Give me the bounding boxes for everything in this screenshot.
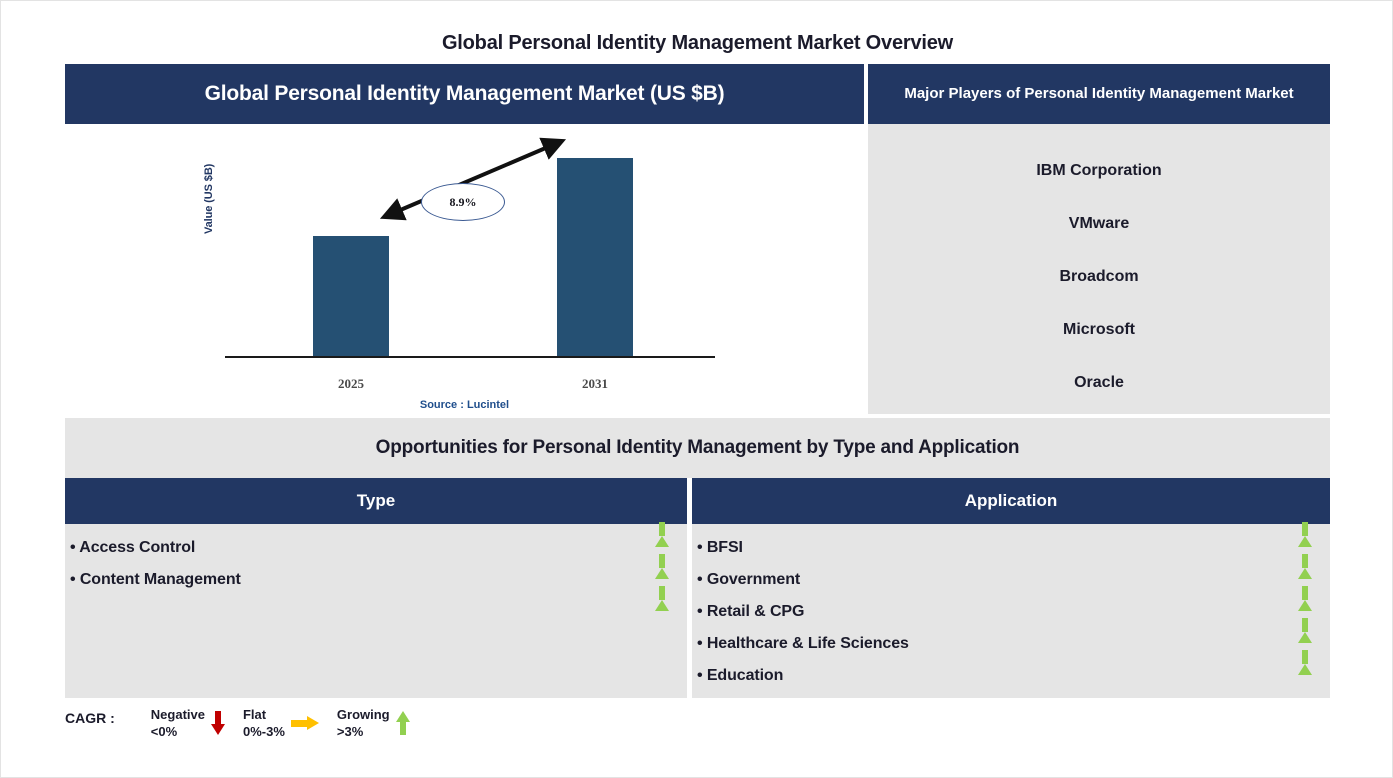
table-row: • Government [692,554,1330,596]
cagr-legend-title: CAGR : [65,710,115,726]
legend-growing-label: Growing [336,707,390,722]
opportunities-application-column: Application • BFSI • Government • Retail… [692,478,1330,698]
legend-entry-growing: Growing >3% [337,706,420,740]
arrow-right-icon [290,716,319,730]
table-row: • Healthcare & Life Sciences [692,618,1330,660]
trend-arrow-up-icon [1298,650,1316,688]
application-item-label: • Healthcare & Life Sciences [697,635,909,652]
trend-arrow-up-icon [1298,618,1316,656]
list-item: Oracle [1074,374,1124,391]
list-item: VMware [1068,215,1130,232]
table-row [65,586,687,628]
cagr-legend: CAGR : Negative <0% Flat 0%-3% Growing >… [65,706,565,756]
trend-arrow-up-icon [1298,586,1316,624]
type-item-label: • Access Control [70,539,196,556]
legend-growing-range: >3% [336,724,364,739]
legend-entry-flat: Flat 0%-3% [243,706,329,740]
cagr-growth-arrow-icon [379,137,567,221]
table-row: • Content Management [65,554,687,596]
legend-growing-text: Growing >3% [337,706,390,740]
major-players-panel: Major Players of Personal Identity Manag… [868,64,1330,414]
market-chart-panel: Global Personal Identity Management Mark… [65,64,864,414]
trend-arrow-up-icon [1298,522,1316,560]
legend-flat-text: Flat 0%-3% [243,706,285,740]
legend-flat-range: 0%-3% [242,724,285,739]
application-item-label: • Government [697,571,801,588]
table-row: • BFSI [692,522,1330,564]
arrow-up-icon [395,711,410,735]
type-column-header: Type [65,478,687,524]
legend-negative-range: <0% [150,724,178,739]
application-column-header: Application [692,478,1330,524]
application-item-label: • BFSI [697,539,743,556]
bar-2031 [557,158,633,357]
page-title: Global Personal Identity Management Mark… [441,32,954,54]
type-item-label: • Content Management [70,571,241,588]
chart-y-axis-label: Value (US $B) [203,163,215,234]
arrow-down-icon [210,711,225,735]
trend-arrow-up-icon [655,586,673,624]
players-panel-header: Major Players of Personal Identity Manag… [868,64,1330,124]
legend-negative-label: Negative [150,707,205,722]
application-item-label: • Retail & CPG [697,603,805,620]
chart-bars-container: 2025 2031 8.9% [225,124,715,414]
legend-flat-label: Flat [242,707,267,722]
table-row: • Retail & CPG [692,586,1330,628]
chart-source-note: Source : Lucintel [419,399,510,411]
application-column-body: • BFSI • Government • Retail & CPG • Hea… [692,522,1330,698]
application-item-label: • Education [697,667,784,684]
cagr-value-bubble: 8.9% [421,183,505,221]
trend-arrow-up-icon [1298,554,1316,592]
players-list: IBM Corporation VMware Broadcom Microsof… [868,124,1330,414]
type-column-body: • Access Control • Content Management [65,522,687,698]
table-row: • Education [692,650,1330,692]
chart-panel-header: Global Personal Identity Management Mark… [65,64,864,124]
trend-arrow-up-icon [655,554,673,592]
x-tick-label-2025: 2025 [338,376,364,391]
opportunities-type-column: Type • Access Control • Content Manageme… [65,478,687,698]
legend-entry-negative: Negative <0% [151,706,235,740]
x-tick-label-2031: 2031 [582,376,608,391]
list-item: IBM Corporation [1036,162,1162,179]
chart-x-axis-line [225,356,715,358]
legend-negative-text: Negative <0% [151,706,205,740]
opportunities-band-title: Opportunities for Personal Identity Mana… [65,418,1330,478]
list-item: Broadcom [1059,268,1139,285]
table-row: • Access Control [65,522,687,564]
trend-arrow-up-icon [655,522,673,560]
bar-2025 [313,236,389,357]
list-item: Microsoft [1063,321,1135,338]
chart-plot-area: Value (US $B) 2025 2031 [65,124,864,414]
